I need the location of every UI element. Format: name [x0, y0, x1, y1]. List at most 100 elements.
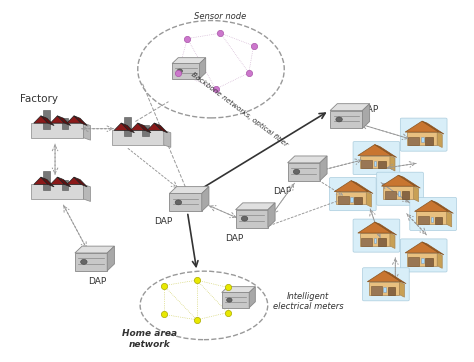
Polygon shape	[138, 123, 151, 133]
Polygon shape	[398, 175, 420, 188]
Polygon shape	[378, 238, 386, 246]
Polygon shape	[421, 137, 424, 142]
Polygon shape	[431, 201, 453, 213]
Polygon shape	[34, 116, 48, 123]
Polygon shape	[447, 211, 452, 227]
Polygon shape	[330, 104, 370, 110]
Polygon shape	[67, 116, 81, 123]
Polygon shape	[57, 177, 71, 187]
Polygon shape	[425, 258, 433, 266]
Polygon shape	[400, 282, 404, 297]
FancyBboxPatch shape	[353, 142, 400, 174]
Polygon shape	[390, 233, 395, 248]
FancyBboxPatch shape	[329, 178, 376, 211]
Polygon shape	[358, 222, 392, 233]
Polygon shape	[409, 136, 419, 145]
Polygon shape	[383, 186, 413, 199]
Polygon shape	[421, 258, 424, 263]
Text: Intelligent
electrical meters: Intelligent electrical meters	[273, 292, 343, 311]
Polygon shape	[202, 187, 209, 211]
FancyBboxPatch shape	[410, 197, 456, 231]
Polygon shape	[367, 271, 401, 282]
Polygon shape	[435, 216, 442, 224]
Polygon shape	[83, 123, 91, 140]
Polygon shape	[355, 197, 362, 205]
Polygon shape	[75, 253, 107, 271]
Polygon shape	[398, 191, 400, 197]
Polygon shape	[249, 287, 255, 308]
Polygon shape	[378, 161, 386, 168]
Text: Sensor node: Sensor node	[194, 12, 246, 21]
FancyBboxPatch shape	[353, 219, 400, 252]
Polygon shape	[360, 156, 390, 168]
Polygon shape	[62, 180, 68, 190]
Polygon shape	[34, 177, 48, 184]
Polygon shape	[74, 177, 87, 187]
Polygon shape	[31, 123, 83, 138]
Circle shape	[336, 117, 342, 122]
Polygon shape	[430, 216, 433, 222]
Circle shape	[177, 69, 182, 73]
Polygon shape	[124, 117, 131, 136]
Polygon shape	[422, 121, 444, 134]
Polygon shape	[407, 132, 437, 145]
Polygon shape	[360, 233, 390, 246]
Polygon shape	[114, 123, 128, 130]
Polygon shape	[361, 160, 372, 168]
Circle shape	[175, 200, 182, 205]
Polygon shape	[62, 118, 68, 129]
Polygon shape	[422, 242, 444, 255]
FancyBboxPatch shape	[401, 118, 447, 151]
Polygon shape	[425, 137, 433, 145]
Polygon shape	[83, 184, 91, 202]
Polygon shape	[358, 144, 392, 156]
Polygon shape	[437, 132, 442, 147]
Polygon shape	[363, 104, 370, 129]
Polygon shape	[164, 130, 171, 147]
Text: Home area
network: Home area network	[122, 329, 177, 349]
Polygon shape	[43, 110, 50, 129]
Polygon shape	[147, 123, 161, 130]
Text: DAP: DAP	[360, 105, 378, 114]
Polygon shape	[351, 181, 373, 194]
Polygon shape	[405, 121, 439, 132]
Polygon shape	[374, 238, 376, 243]
Polygon shape	[336, 191, 366, 205]
Polygon shape	[350, 197, 353, 202]
Polygon shape	[67, 177, 81, 184]
Polygon shape	[413, 186, 419, 202]
Polygon shape	[288, 156, 327, 163]
Polygon shape	[155, 123, 167, 133]
Polygon shape	[375, 144, 397, 157]
Polygon shape	[112, 130, 164, 145]
Polygon shape	[31, 184, 83, 199]
Polygon shape	[384, 271, 406, 284]
Text: DAP: DAP	[273, 187, 291, 195]
Polygon shape	[385, 191, 396, 199]
Polygon shape	[375, 222, 397, 235]
Polygon shape	[222, 292, 249, 308]
Polygon shape	[337, 196, 348, 205]
Text: DAP: DAP	[226, 233, 244, 243]
Polygon shape	[288, 163, 320, 181]
Polygon shape	[388, 287, 395, 295]
Polygon shape	[390, 156, 395, 171]
Polygon shape	[437, 253, 442, 268]
Polygon shape	[409, 257, 419, 266]
Polygon shape	[382, 175, 415, 186]
Polygon shape	[402, 191, 410, 199]
FancyBboxPatch shape	[377, 172, 423, 205]
Polygon shape	[169, 193, 202, 211]
Polygon shape	[407, 253, 437, 266]
Polygon shape	[236, 210, 268, 228]
Polygon shape	[268, 203, 275, 228]
Polygon shape	[57, 116, 71, 126]
Text: DAP: DAP	[89, 277, 107, 286]
Polygon shape	[121, 123, 135, 133]
Polygon shape	[374, 161, 376, 166]
Polygon shape	[361, 237, 372, 246]
Polygon shape	[143, 126, 149, 136]
Polygon shape	[172, 58, 206, 63]
Polygon shape	[415, 201, 448, 211]
Polygon shape	[41, 116, 54, 126]
